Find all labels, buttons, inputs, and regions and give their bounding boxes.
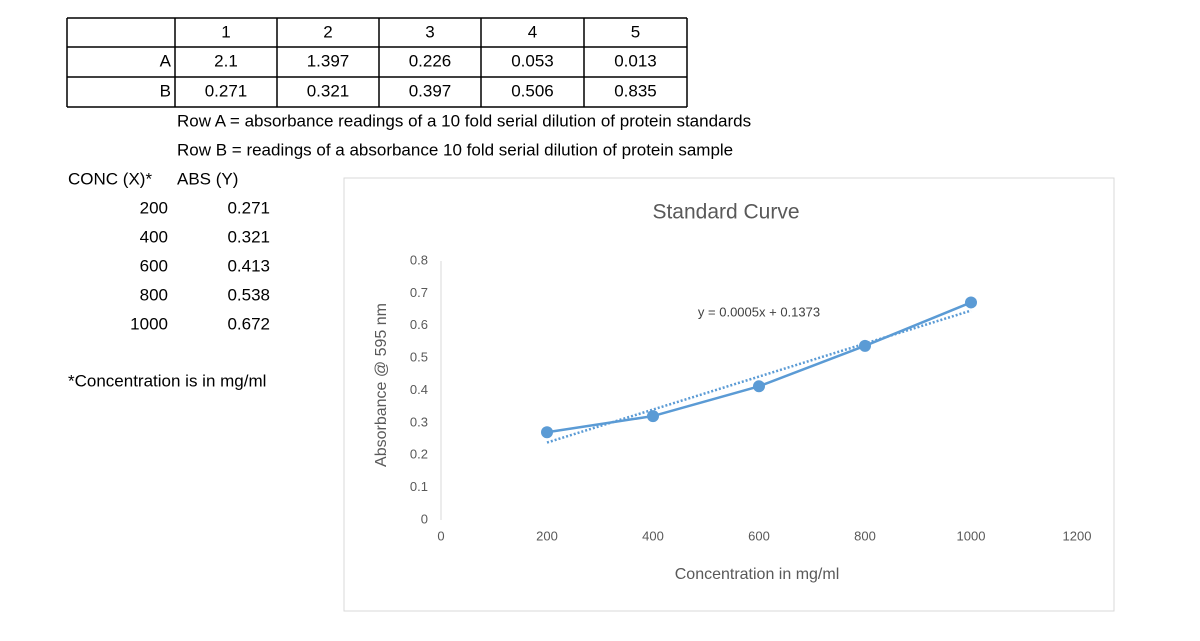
conc-cell: 600 [140,256,168,275]
x-tick-label: 0 [437,528,444,543]
x-tick-label: 600 [748,528,770,543]
conc-cell: 0.321 [227,227,270,246]
table-header: 4 [528,22,537,41]
x-tick-label: 1000 [957,528,986,543]
y-tick-label: 0.6 [410,317,428,332]
chart-title: Standard Curve [652,201,799,224]
row-label: A [160,51,172,70]
table-cell: 0.053 [511,51,554,70]
y-tick-label: 0.4 [410,382,428,397]
x-tick-label: 200 [536,528,558,543]
x-tick-label: 1200 [1063,528,1092,543]
y-tick-label: 0.8 [410,252,428,267]
y-tick-label: 0.7 [410,285,428,300]
table-cell: 1.397 [307,51,350,70]
conc-cell: 400 [140,227,168,246]
data-point [647,410,659,423]
table-header: 1 [221,22,230,41]
x-tick-label: 800 [854,528,876,543]
table-cell: 0.226 [409,51,452,70]
table-cell: 0.835 [614,81,657,100]
table-header: 3 [425,22,434,41]
table-header: 5 [631,22,640,41]
data-point [965,296,977,309]
conc-header: CONC (X)* [68,169,152,188]
conc-cell: 0.538 [227,285,270,304]
data-point [859,339,871,352]
table-header: 2 [323,22,332,41]
y-tick-label: 0 [421,511,428,526]
table-cell: 0.013 [614,51,657,70]
note: Row B = readings of a absorbance 10 fold… [177,140,733,159]
conc-cell: 0.413 [227,256,270,275]
row-label: B [160,81,171,100]
note: Row A = absorbance readings of a 10 fold… [177,111,751,130]
data-point [541,426,553,439]
y-tick-label: 0.5 [410,350,428,365]
y-tick-label: 0.1 [410,479,428,494]
trend-equation: y = 0.0005x + 0.1373 [698,304,820,319]
conc-cell: 800 [140,285,168,304]
table-cell: 2.1 [214,51,238,70]
data-point [753,380,765,393]
table-cell: 0.397 [409,81,452,100]
conc-cell: 0.672 [227,314,270,333]
conc-cell: 0.271 [227,198,270,217]
y-tick-label: 0.2 [410,447,428,462]
table-cell: 0.506 [511,81,554,100]
conc-cell: 1000 [130,314,168,333]
footnote: *Concentration is in mg/ml [68,371,266,390]
y-tick-label: 0.3 [410,414,428,429]
table-cell: 0.271 [205,81,248,100]
table-cell: 0.321 [307,81,350,100]
x-tick-label: 400 [642,528,664,543]
x-axis-label: Concentration in mg/ml [675,566,840,583]
conc-cell: 200 [140,198,168,217]
conc-header: ABS (Y) [177,169,238,188]
y-axis-label: Absorbance @ 595 nm [373,303,390,467]
